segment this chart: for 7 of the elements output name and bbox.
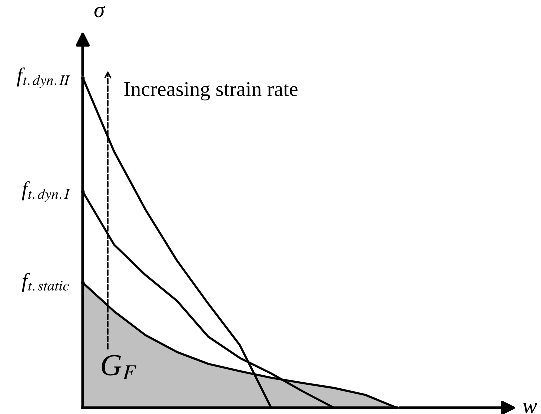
annotation: G$_{F}$ xyxy=(102,355,137,380)
text: w xyxy=(523,403,538,414)
text: f$_{t.dyn.I}$ xyxy=(22,182,70,202)
y-axis-title: σ xyxy=(94,6,106,18)
text: f$_{t.static}$ xyxy=(22,273,70,292)
text: f$_{t.dyn.II}$ xyxy=(17,68,70,88)
annotation: Increasing strain rate xyxy=(124,82,298,101)
